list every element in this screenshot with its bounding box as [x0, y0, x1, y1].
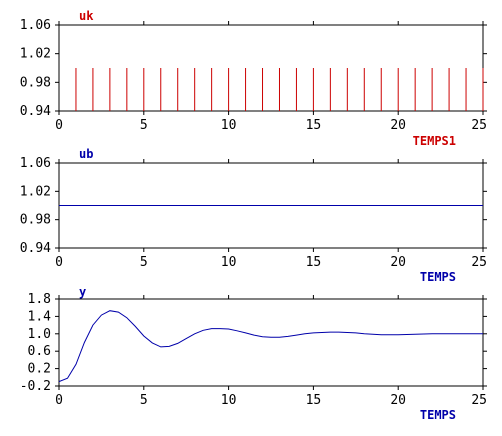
x-axis-label: TEMPS1	[413, 134, 456, 148]
y-tick-label: 1.0	[28, 327, 51, 342]
series-line	[58, 310, 483, 383]
x-tick-label: 25	[471, 393, 487, 408]
x-tick-label: 25	[471, 255, 487, 270]
x-tick-label: 0	[55, 118, 63, 133]
y-tick-label: 0.94	[20, 104, 51, 119]
y-tick-label: 0.98	[20, 213, 51, 228]
y-tick-label: 1.06	[20, 156, 51, 171]
y-tick-label: 0.2	[28, 362, 51, 377]
y-tick-label: 1.02	[20, 47, 51, 62]
x-tick-label: 0	[55, 255, 63, 270]
chart-panel-3: -0.2 0.2 0.6 1.0 1.4 1.8 0 5 10 15 20 25 y TEMPS	[20, 285, 487, 422]
x-tick-label: 10	[221, 118, 237, 133]
x-tick-label: 15	[306, 393, 322, 408]
y-tick-label: 1.06	[20, 18, 51, 33]
x-tick-label: 25	[471, 118, 487, 133]
chart-panel-1: 0.94 0.98 1.02 1.06 0 5 10 15 20 25 uk TEMPS1	[20, 9, 487, 148]
x-tick-label: 5	[140, 118, 148, 133]
x-axis-label: TEMPS	[420, 270, 456, 284]
x-tick-label: 20	[390, 118, 406, 133]
x-tick-label: 5	[140, 393, 148, 408]
x-tick-label: 15	[306, 255, 322, 270]
chart-panel-2: 0.94 0.98 1.02 1.06 0 5 10 15 20 25 ub TEMPS	[20, 147, 487, 284]
chart-title: y	[79, 285, 86, 299]
y-tick-label: 1.8	[28, 292, 51, 307]
x-tick-label: 0	[55, 393, 63, 408]
chart-title: uk	[79, 9, 94, 23]
x-tick-label: 10	[221, 393, 237, 408]
x-axis-label: TEMPS	[420, 408, 456, 422]
x-tick-label: 20	[390, 255, 406, 270]
y-tick-label: 0.94	[20, 241, 51, 256]
y-tick-label: 0.98	[20, 75, 51, 90]
x-tick-label: 5	[140, 255, 148, 270]
plot-frame	[58, 24, 484, 112]
y-tick-label: 0.6	[28, 344, 51, 359]
x-tick-label: 15	[306, 118, 322, 133]
y-tick-label: -0.2	[20, 379, 51, 394]
y-tick-label: 1.02	[20, 184, 51, 199]
x-tick-label: 10	[221, 255, 237, 270]
chart-title: ub	[79, 147, 93, 161]
plot-frame	[58, 298, 484, 387]
y-tick-label: 1.4	[28, 309, 52, 324]
x-tick-label: 20	[390, 393, 406, 408]
